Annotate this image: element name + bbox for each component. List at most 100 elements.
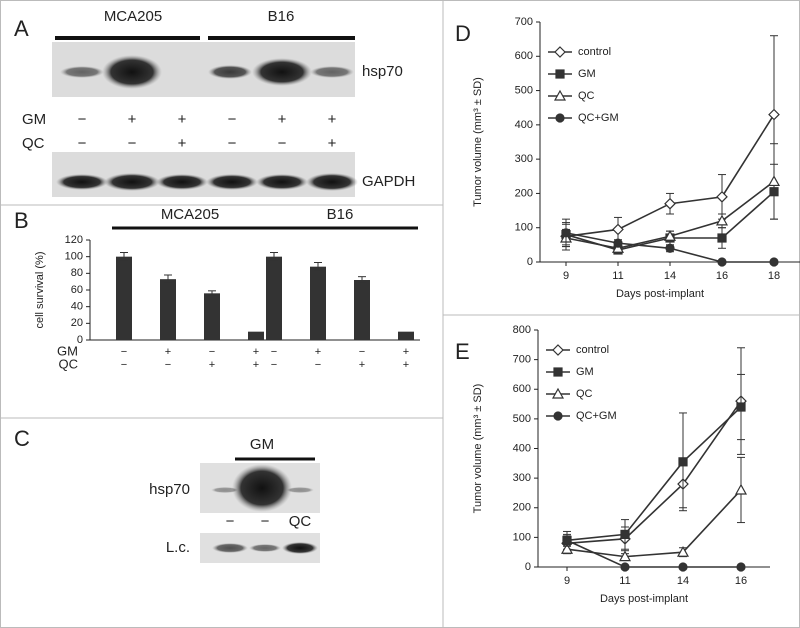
bar: [248, 331, 264, 340]
panel-letter: D: [455, 21, 471, 46]
marker: [562, 535, 572, 545]
sign: −: [228, 111, 237, 128]
marker: [555, 113, 565, 123]
x-tick-label: 16: [735, 575, 747, 587]
group-label: B16: [268, 8, 295, 25]
blot: [52, 42, 355, 97]
sign: +: [328, 135, 337, 152]
legend-label: QC: [578, 90, 595, 102]
y-tick-label: 0: [525, 561, 531, 573]
lane-label: −: [226, 513, 235, 530]
y-tick-label: 400: [513, 442, 531, 454]
marker: [553, 411, 563, 421]
x-tick-label: 14: [664, 270, 676, 282]
marker: [736, 562, 746, 572]
legend-label: control: [576, 344, 609, 356]
marker: [678, 457, 688, 467]
legend-label: QC+GM: [578, 112, 619, 124]
legend-label: QC+GM: [576, 410, 617, 422]
sign: −: [359, 346, 365, 358]
sign: +: [178, 111, 187, 128]
marker: [678, 562, 688, 572]
marker: [717, 233, 727, 243]
y-tick-label: 300: [513, 472, 531, 484]
marker: [552, 344, 564, 356]
y-tick-label: 500: [513, 413, 531, 425]
marker: [767, 175, 781, 187]
group-label: B16: [327, 206, 354, 223]
sign: −: [315, 359, 321, 371]
blot: [200, 463, 320, 563]
sign: +: [178, 135, 187, 152]
marker: [716, 191, 728, 203]
marker: [736, 402, 746, 412]
y-tick-label: 20: [71, 317, 83, 329]
lane-label: −: [261, 513, 270, 530]
panel-letter: B: [14, 208, 29, 233]
y-tick-label: 200: [513, 502, 531, 514]
marker: [620, 529, 630, 540]
y-tick-label: 0: [77, 334, 83, 346]
marker: [613, 238, 623, 248]
sign: −: [271, 346, 277, 358]
x-tick-label: 9: [563, 270, 569, 282]
blot-label: hsp70: [362, 63, 403, 80]
blot: [52, 152, 358, 197]
sign: −: [271, 359, 277, 371]
group-label: MCA205: [104, 8, 162, 25]
group-label: MCA205: [161, 206, 219, 223]
y-tick-label: 120: [65, 234, 83, 246]
marker: [734, 483, 748, 495]
sign: −: [121, 346, 127, 358]
row-label: GM: [57, 343, 78, 358]
marker: [768, 108, 780, 121]
marker: [663, 230, 677, 241]
marker: [560, 542, 574, 554]
sign: −: [165, 359, 171, 371]
y-tick-label: 80: [71, 267, 83, 279]
y-tick-label: 600: [515, 50, 533, 62]
y-tick-label: 60: [71, 284, 83, 296]
series-line: [566, 489, 742, 558]
y-tick-label: 700: [513, 354, 531, 366]
panel-letter: E: [455, 339, 470, 364]
sign: +: [403, 346, 409, 358]
blot-label: L.c.: [166, 539, 190, 556]
marker: [561, 228, 571, 238]
sign: +: [328, 111, 337, 128]
marker: [551, 387, 565, 399]
marker: [618, 550, 632, 562]
series-line: [566, 406, 742, 542]
sign: +: [403, 359, 409, 371]
x-tick-label: 11: [612, 270, 623, 282]
x-tick-label: 11: [619, 575, 630, 587]
y-tick-label: 600: [513, 383, 531, 395]
y-axis-label: Tumor volume (mm³ ± SD): [472, 384, 484, 514]
y-tick-label: 300: [515, 153, 533, 165]
sign: +: [278, 111, 287, 128]
x-tick-label: 18: [768, 270, 780, 282]
panel-letter: C: [14, 426, 30, 451]
sign: +: [209, 359, 215, 371]
y-tick-label: 40: [71, 301, 83, 313]
sign: +: [165, 346, 171, 358]
marker: [620, 562, 630, 572]
row-label: QC: [22, 135, 45, 152]
marker: [769, 257, 779, 267]
y-tick-label: 100: [513, 531, 531, 543]
bar: [266, 256, 282, 340]
sign: −: [128, 135, 137, 152]
x-axis-label: Days post-implant: [616, 288, 704, 300]
marker: [555, 69, 565, 79]
bar: [398, 331, 414, 340]
y-tick-label: 0: [527, 256, 533, 268]
series-line: [566, 400, 742, 545]
sign: +: [359, 359, 365, 371]
x-axis-label: Days post-implant: [600, 593, 688, 605]
x-tick-label: 14: [677, 575, 689, 587]
marker: [611, 242, 625, 253]
marker: [665, 243, 675, 253]
sign: +: [315, 346, 321, 358]
row-label: GM: [22, 111, 46, 128]
legend-label: QC: [576, 388, 593, 400]
